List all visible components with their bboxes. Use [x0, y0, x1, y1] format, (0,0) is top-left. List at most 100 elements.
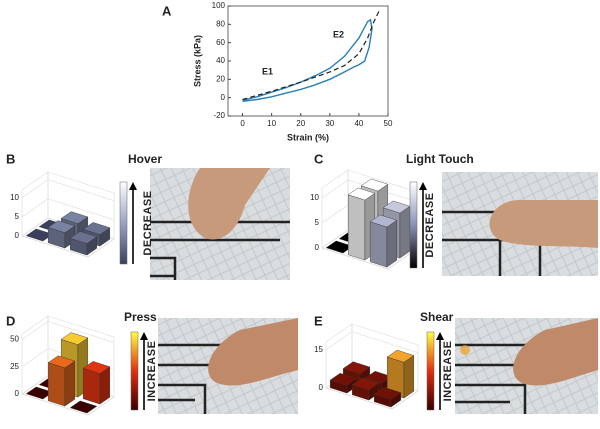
colorbar-label: INCREASE — [146, 341, 158, 402]
data-line — [242, 18, 373, 102]
x-tick-label: 20 — [296, 119, 305, 128]
bar — [325, 240, 354, 254]
colorbar-label: DECREASE — [142, 190, 154, 255]
bar-top — [360, 178, 389, 192]
colorbar — [119, 181, 128, 265]
bar — [347, 187, 376, 261]
bar-top — [382, 200, 411, 214]
y-tick-label: 20 — [216, 74, 225, 83]
arrow-head — [140, 332, 148, 340]
bar — [329, 373, 358, 394]
x-tick-label: 50 — [384, 119, 393, 128]
z-tick-label: 0 — [319, 383, 324, 392]
bar — [373, 387, 402, 408]
bar-top — [69, 400, 98, 414]
arrow-head — [129, 182, 137, 190]
bar-front — [370, 221, 388, 268]
y-tick-label: -20 — [213, 111, 225, 120]
y-tick-label: 0 — [221, 93, 226, 102]
x-tick-label: 30 — [325, 119, 334, 128]
y-tick-label: 60 — [216, 38, 225, 47]
bar-top — [47, 220, 76, 233]
grid-line — [21, 321, 115, 343]
bar-top — [60, 332, 89, 345]
bar-side — [399, 205, 410, 259]
bar-top — [25, 386, 54, 400]
grid-line — [325, 331, 419, 353]
bar — [386, 349, 415, 399]
z-tick-label: 10 — [310, 193, 319, 202]
panel-label: A — [162, 3, 172, 18]
colorbar — [409, 181, 418, 269]
z-tick-label: 0 — [15, 231, 20, 240]
z-tick-label: 0 — [15, 389, 20, 398]
bar-top — [69, 231, 98, 244]
panel-label: E — [314, 313, 323, 328]
photo-light-touch — [442, 172, 598, 276]
z-tick-label: 10 — [10, 193, 19, 202]
bar-top — [25, 228, 54, 242]
panel-label: D — [6, 313, 15, 328]
z-tick-label: 0 — [315, 243, 320, 252]
arrow-head — [436, 332, 444, 340]
colorbar-label: INCREASE — [442, 341, 454, 402]
bar — [25, 386, 54, 400]
bar-top — [369, 214, 398, 228]
x-tick-label: 10 — [267, 119, 276, 128]
y-tick-label: 80 — [216, 19, 225, 28]
photo-press — [158, 318, 298, 414]
z-tick-label: 15 — [314, 345, 323, 354]
bar-top — [347, 187, 376, 201]
panel-title: Press — [124, 310, 157, 324]
bar-top — [82, 222, 111, 235]
z-tick-label: 25 — [10, 362, 19, 371]
colorbar — [426, 331, 435, 411]
panel-label: C — [314, 151, 324, 166]
bar-top — [351, 377, 380, 391]
grid-line — [21, 179, 115, 201]
annotation: E2 — [333, 29, 344, 39]
panel-title: Light Touch — [406, 152, 474, 166]
z-tick-label: 50 — [10, 335, 19, 344]
colorbar — [130, 331, 139, 411]
arrow-head — [419, 182, 427, 190]
panel-title: Hover — [128, 152, 162, 166]
bar — [69, 400, 98, 414]
bar — [25, 228, 54, 242]
data-line — [242, 10, 380, 101]
annotation: E1 — [262, 66, 273, 76]
bar-side — [386, 219, 397, 268]
x-tick-label: 0 — [240, 119, 245, 128]
x-tick-label: 40 — [354, 119, 363, 128]
bar — [82, 361, 111, 405]
bar-side — [64, 360, 76, 407]
grid-line — [321, 179, 415, 202]
bar — [69, 231, 98, 256]
z-tick-label: 5 — [15, 212, 20, 221]
z-tick-label: 5 — [315, 218, 320, 227]
photo-hover — [150, 168, 290, 280]
bar-front — [348, 194, 366, 261]
bar-top — [364, 371, 393, 384]
colorbar-label: DECREASE — [424, 192, 436, 257]
bar-top — [342, 361, 371, 375]
bar-side — [403, 355, 414, 399]
photo-shear — [455, 318, 598, 414]
y-tick-label: 100 — [212, 1, 226, 10]
bar-top — [60, 211, 89, 224]
bar-front — [82, 367, 101, 405]
bar-top — [82, 361, 111, 374]
bar — [351, 377, 380, 401]
panel-title: Shear — [420, 310, 454, 324]
grid-line — [21, 198, 115, 221]
bar-top — [373, 387, 402, 400]
bar-top — [325, 240, 354, 254]
bar-top — [47, 355, 76, 369]
panel-label: B — [6, 151, 15, 166]
bar — [47, 355, 76, 407]
bar — [369, 214, 398, 268]
bar-front — [48, 362, 66, 407]
bar-top — [386, 349, 415, 363]
